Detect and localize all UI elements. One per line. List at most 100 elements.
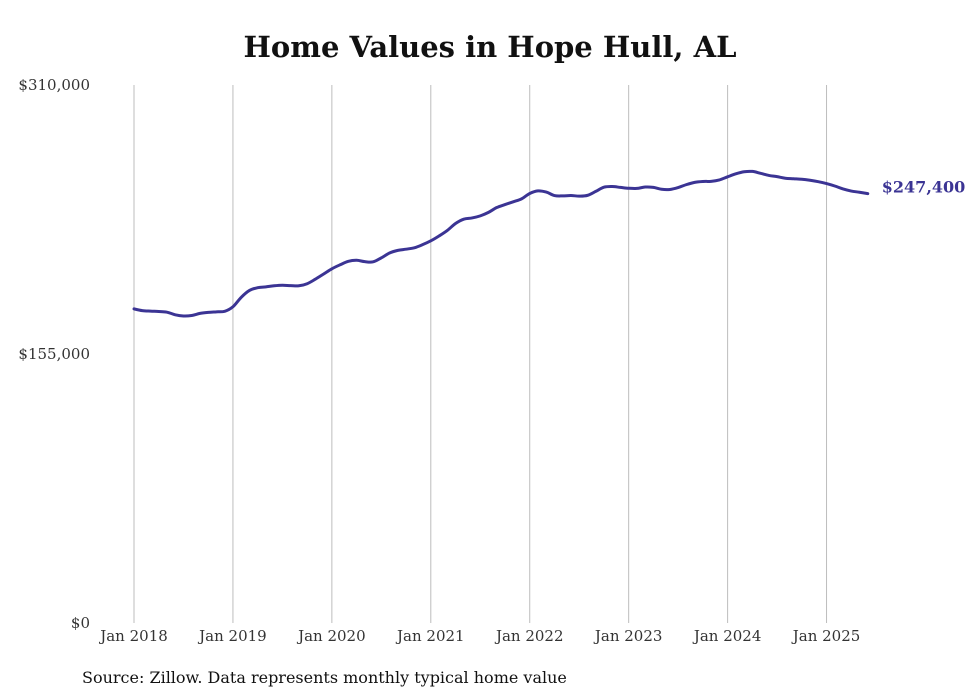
y-axis: $0 $155,000 $310,000 [18,76,90,632]
data-point [355,259,357,261]
data-point [545,191,547,193]
data-point [199,312,201,314]
data-point [166,311,168,313]
data-point [504,203,506,205]
data-point [867,192,869,194]
data-point [537,190,539,192]
data-point [331,268,333,270]
data-point [553,194,555,196]
end-value-label: $247,400 [882,178,966,197]
x-tick-label: Jan 2024 [692,627,762,645]
data-point [595,190,597,192]
data-point [603,186,605,188]
x-tick-label: Jan 2020 [296,627,366,645]
data-point [825,182,827,184]
data-point [627,187,629,189]
data-point [405,248,407,250]
data-point [776,175,778,177]
data-point [660,188,662,190]
data-point [158,310,160,312]
data-point [397,249,399,251]
data-point [842,188,844,190]
data-point [636,187,638,189]
data-point [289,284,291,286]
data-point [256,287,258,289]
data-point [347,260,349,262]
series-layer: $247,400 [132,169,966,318]
data-point [809,179,811,181]
data-point [446,229,448,231]
data-point [619,186,621,188]
data-point [669,188,671,190]
data-point [644,186,646,188]
x-tick-label: Jan 2023 [593,627,663,645]
gridlines [133,85,828,623]
data-point [248,289,250,291]
data-point [652,186,654,188]
data-point [834,185,836,187]
data-point [388,252,390,254]
data-point [751,170,753,172]
data-point [364,260,366,262]
data-point [784,177,786,179]
source-note: Source: Zillow. Data represents monthly … [82,668,567,687]
data-point [611,185,613,187]
x-tick-label: Jan 2025 [791,627,861,645]
data-point [190,314,192,316]
data-point [182,315,184,317]
data-point [281,284,283,286]
data-point [768,174,770,176]
data-point [298,285,300,287]
data-point [702,180,704,182]
x-tick-label: Jan 2018 [98,627,168,645]
data-point [496,206,498,208]
data-point [801,178,803,180]
data-point [133,308,135,310]
data-point [471,217,473,219]
data-point [454,222,456,224]
data-point [314,278,316,280]
data-point [413,247,415,249]
data-point [265,286,267,288]
data-point [273,285,275,287]
data-point [430,240,432,242]
data-point [149,310,151,312]
data-point [685,183,687,185]
data-point [240,296,242,298]
data-point [372,261,374,263]
data-point [578,195,580,197]
data-point [858,191,860,193]
data-point [850,190,852,192]
data-point [421,243,423,245]
data-point [174,314,176,316]
data-point [380,257,382,259]
data-point [479,215,481,217]
data-point [718,179,720,181]
data-point [693,181,695,183]
data-point [463,218,465,220]
data-point [677,186,679,188]
series-line [132,169,870,318]
y-tick-label: $310,000 [18,76,90,94]
data-point [141,309,143,311]
data-point [735,173,737,175]
data-point [570,194,572,196]
data-point [561,195,563,197]
data-point [710,180,712,182]
data-point [726,176,728,178]
data-point [792,178,794,180]
x-tick-label: Jan 2019 [197,627,267,645]
data-point [224,310,226,312]
data-point [529,192,531,194]
x-axis: Jan 2018 Jan 2019 Jan 2020 Jan 2021 Jan 2022… [98,627,860,645]
data-point [487,211,489,213]
data-point [512,201,514,203]
data-point [817,180,819,182]
data-point [743,171,745,173]
data-point [207,311,209,313]
data-point [759,172,761,174]
y-tick-label: $0 [71,614,90,632]
data-point [215,311,217,313]
